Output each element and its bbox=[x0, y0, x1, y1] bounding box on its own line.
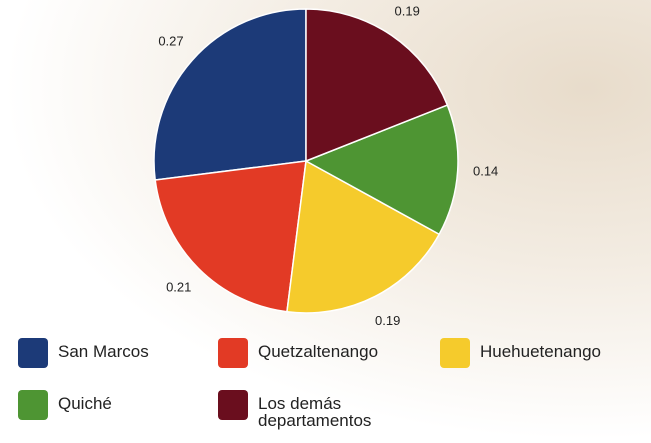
legend-item: Quetzaltenango bbox=[218, 338, 440, 368]
chart: 0.27 0.21 0.19 0.14 0.19 bbox=[0, 0, 651, 330]
legend-item: Quiché bbox=[18, 390, 218, 429]
data-label: 0.19 bbox=[375, 313, 400, 328]
legend-item: Huehuetenango bbox=[440, 338, 640, 368]
legend-swatch bbox=[18, 338, 48, 368]
data-label: 0.14 bbox=[473, 164, 498, 179]
legend-swatch bbox=[218, 390, 248, 420]
legend-label: Quetzaltenango bbox=[258, 338, 388, 360]
legend-label: Huehuetenango bbox=[480, 338, 610, 360]
legend-label: San Marcos bbox=[58, 338, 188, 360]
data-label: 0.27 bbox=[158, 33, 183, 48]
legend-item: Los demás departamentos bbox=[218, 390, 440, 429]
legend-swatch bbox=[218, 338, 248, 368]
page: 0.27 0.21 0.19 0.14 0.19 San Marcos Quetzalte… bbox=[0, 0, 651, 443]
legend-label: Los demás departamentos bbox=[258, 390, 388, 429]
legend-item: San Marcos bbox=[18, 338, 218, 368]
legend-label: Quiché bbox=[58, 390, 188, 412]
legend: San Marcos Quetzaltenango Huehuetenango Qui… bbox=[18, 338, 648, 429]
data-label: 0.21 bbox=[166, 280, 191, 295]
data-label: 0.19 bbox=[395, 4, 420, 19]
legend-swatch bbox=[440, 338, 470, 368]
legend-swatch bbox=[18, 390, 48, 420]
